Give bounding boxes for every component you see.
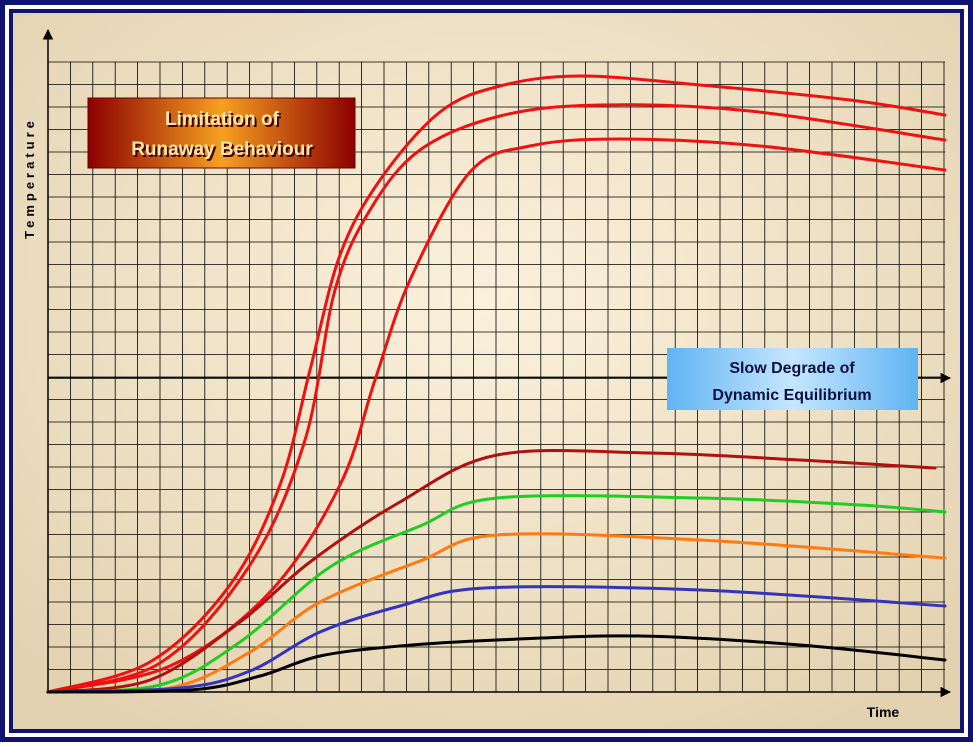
curve-blue xyxy=(46,585,947,694)
runaway-line: Limitation of xyxy=(165,109,280,130)
curve-red-1 xyxy=(46,74,947,694)
runaway-line: Runaway Behaviour xyxy=(131,139,313,160)
y-axis-label: Temperature xyxy=(22,117,37,239)
equilibrium-line: Dynamic Equilibrium xyxy=(712,387,871,404)
curve-green xyxy=(46,494,947,694)
curve-red-2 xyxy=(46,103,947,694)
equilibrium-label: Slow Degrade of Dynamic Equilibrium xyxy=(712,360,871,404)
shadow: Limitation of xyxy=(167,111,282,132)
curve-black xyxy=(46,634,947,694)
curve-darkred xyxy=(46,449,937,694)
curve-orange xyxy=(46,532,947,694)
curves xyxy=(46,74,947,694)
equilibrium-line: Slow Degrade of xyxy=(729,360,855,377)
x-axis-label: Time xyxy=(867,704,900,720)
shadow: Runaway Behaviour xyxy=(133,141,315,162)
runaway-box xyxy=(87,97,356,169)
runaway-label: Limitation of Limitation of Runaway Beha… xyxy=(131,109,315,162)
equilibrium-box xyxy=(667,348,918,410)
